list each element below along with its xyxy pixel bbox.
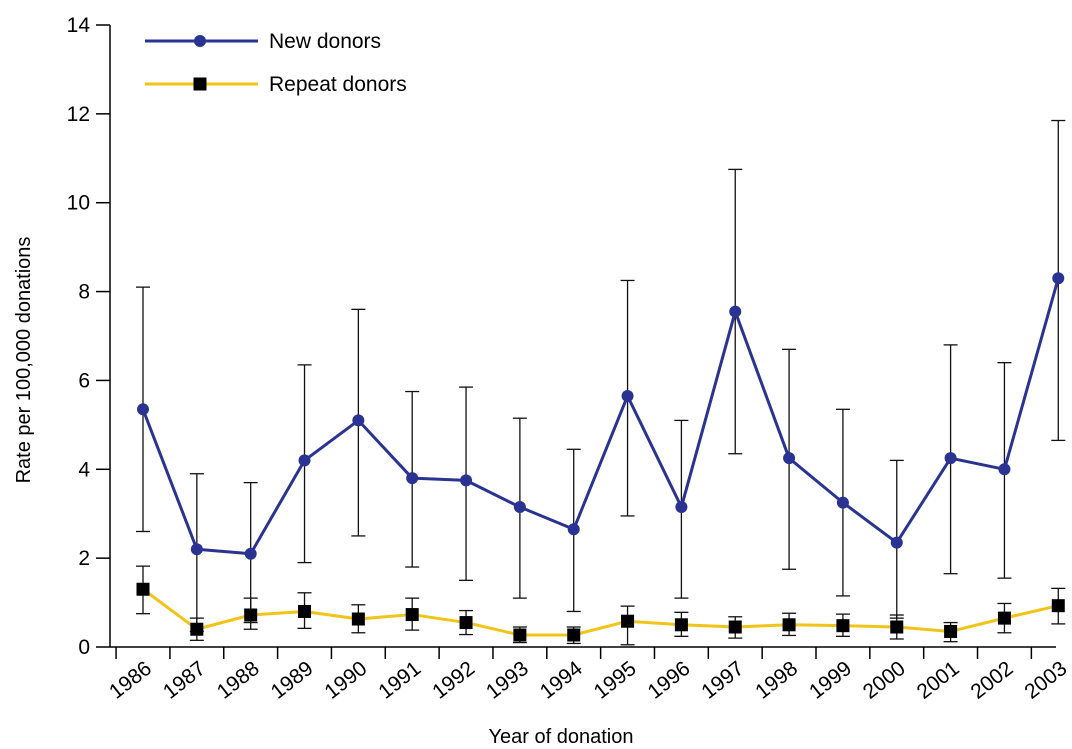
data-point-repeat-donors: [728, 620, 742, 634]
data-point-new-donors: [190, 543, 203, 556]
y-tick-label: 12: [67, 103, 90, 126]
data-point-new-donors: [621, 389, 634, 402]
data-point-repeat-donors: [351, 612, 365, 626]
data-point-new-donors: [352, 414, 365, 427]
legend-marker: [193, 77, 207, 91]
x-tick-label: 1991: [374, 657, 425, 704]
data-point-new-donors: [890, 536, 903, 549]
error-bars: [136, 119, 1066, 646]
data-point-repeat-donors: [298, 604, 312, 618]
x-tick-label: 2001: [913, 657, 964, 704]
data-point-repeat-donors: [190, 622, 204, 636]
data-point-new-donors: [783, 452, 796, 465]
data-point-new-donors: [406, 472, 419, 485]
legend-marker: [194, 35, 206, 47]
legend: New donors Repeat donors: [145, 30, 407, 96]
data-point-new-donors: [729, 305, 742, 318]
x-tick-label: 1993: [482, 657, 533, 704]
x-tick-label: 2003: [1020, 657, 1071, 704]
data-point-repeat-donors: [405, 608, 419, 622]
data-point-repeat-donors: [836, 619, 850, 633]
legend-label: New donors: [269, 30, 381, 53]
series-line-new-donors: [141, 277, 1060, 556]
data-point-new-donors: [675, 501, 688, 514]
x-tick-label: 2002: [967, 657, 1018, 704]
data-point-repeat-donors: [244, 608, 258, 622]
x-tick-label: 1998: [751, 657, 802, 704]
data-point-new-donors: [460, 474, 473, 487]
legend-label: Repeat donors: [269, 73, 407, 96]
x-tick-label: 1994: [536, 657, 587, 704]
data-point-repeat-donors: [621, 614, 635, 628]
data-point-repeat-donors: [997, 611, 1011, 625]
x-tick-label: 1999: [805, 657, 856, 704]
y-tick-label: 8: [78, 281, 90, 304]
x-tick-label: 1988: [213, 657, 264, 704]
x-tick-label: 2000: [859, 657, 910, 704]
x-tick-label: 1996: [644, 657, 695, 704]
data-point-repeat-donors: [782, 618, 796, 632]
data-point-new-donors: [298, 454, 311, 467]
data-point-new-donors: [513, 501, 526, 514]
data-point-new-donors: [836, 496, 849, 509]
series-line-repeat-donors: [142, 588, 1059, 637]
data-point-new-donors: [567, 523, 580, 536]
data-point-new-donors: [944, 452, 957, 465]
data-point-new-donors: [998, 463, 1011, 476]
x-tick-label: 1990: [320, 657, 371, 704]
y-tick-label: 0: [78, 636, 90, 659]
x-axis-label: Year of donation: [489, 726, 634, 748]
y-tick-label: 14: [67, 14, 91, 37]
x-tick-label: 1986: [105, 657, 156, 704]
data-point-repeat-donors: [459, 616, 473, 630]
y-tick-label: 10: [67, 192, 90, 215]
data-point-repeat-donors: [513, 628, 527, 642]
data-point-repeat-donors: [136, 582, 150, 596]
data-point-repeat-donors: [944, 624, 958, 638]
data-point-new-donors: [137, 403, 149, 416]
x-tick-label: 1995: [590, 657, 641, 704]
data-point-repeat-donors: [1051, 599, 1065, 613]
x-tick-label: 1989: [267, 657, 318, 704]
data-point-new-donors: [244, 547, 257, 560]
x-tick-label: 1997: [697, 657, 748, 704]
data-point-repeat-donors: [890, 620, 904, 634]
y-axis-label: Rate per 100,000 donations: [13, 237, 35, 484]
x-tick-label: 1987: [159, 657, 210, 704]
data-series: [136, 272, 1065, 642]
y-tick-label: 4: [78, 458, 90, 481]
data-point-repeat-donors: [567, 628, 581, 642]
x-tick-label: 1992: [428, 657, 479, 704]
y-tick-label: 2: [78, 547, 90, 570]
data-point-repeat-donors: [674, 618, 688, 632]
y-tick-label: 6: [78, 369, 90, 392]
data-point-new-donors: [1052, 272, 1065, 285]
